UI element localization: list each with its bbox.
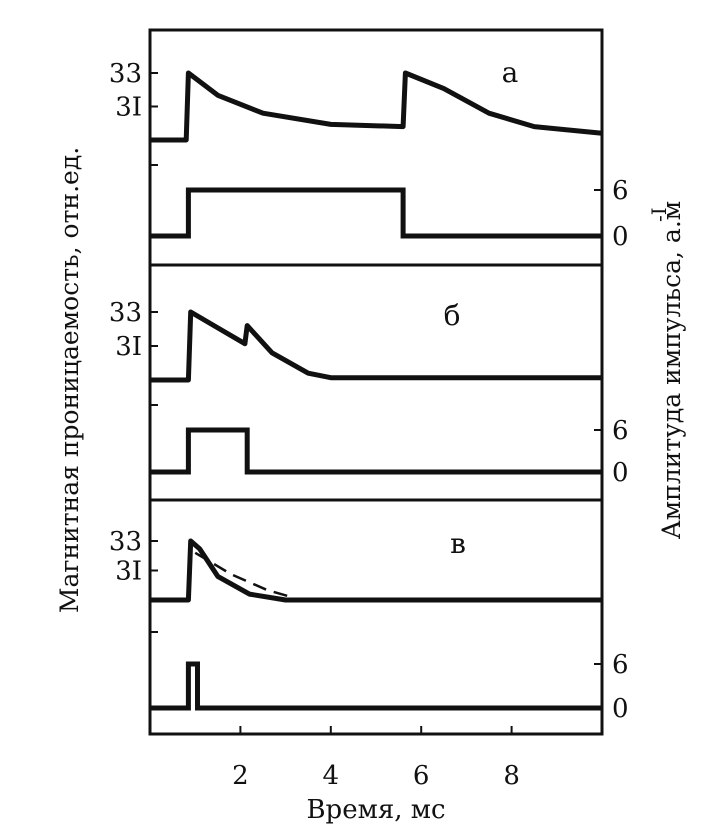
- permeability-dashed-line: [194, 551, 295, 600]
- panel-label: в: [450, 527, 466, 560]
- panel-label: а: [502, 56, 519, 89]
- y-axis-label-right-group: Амплитуда импульса, а.м -I: [647, 201, 686, 539]
- x-tick-label: 2: [232, 761, 249, 791]
- plot-frame: [148, 28, 604, 736]
- right-tick-label: 0: [612, 458, 629, 488]
- x-axis: 2 4 6 8 Время, мс: [232, 726, 520, 825]
- y-axis-label-right-superscript: -I: [647, 207, 671, 222]
- x-axis-label: Время, мс: [306, 795, 445, 825]
- pulse-series-line: [150, 661, 602, 711]
- panel-2: 33 3I 6 0 б: [109, 298, 629, 488]
- plot-border: [148, 28, 604, 736]
- permeability-series-line: [150, 70, 603, 143]
- right-tick-label: 0: [612, 222, 629, 252]
- permeability-series-line: [150, 538, 602, 603]
- x-tick-label: 8: [503, 761, 520, 791]
- x-tick-label: 6: [413, 761, 430, 791]
- y-axis-label-right: Амплитуда импульса, а.м: [657, 201, 686, 539]
- right-tick-label: 0: [612, 694, 629, 724]
- pulse-series-line: [150, 427, 602, 475]
- left-tick-label: 3I: [115, 332, 142, 362]
- x-tick-label: 4: [323, 761, 340, 791]
- y-axis-label-left: Магнитная проницаемость, отн.ед.: [55, 147, 84, 613]
- pulse-series-line: [150, 187, 602, 239]
- left-tick-label: 3I: [115, 557, 142, 587]
- right-tick-label: 6: [612, 176, 629, 206]
- right-tick-label: 6: [612, 416, 629, 446]
- right-tick-label: 6: [612, 650, 629, 680]
- x-ticks: 2 4 6 8: [232, 726, 520, 791]
- panel-label: б: [444, 299, 461, 332]
- panel-1: 33 3I 6 0 а: [109, 56, 629, 252]
- permeability-series-line: [150, 309, 602, 383]
- left-tick-label: 33: [109, 59, 142, 89]
- left-tick-label: 3I: [115, 93, 142, 123]
- left-tick-label: 33: [109, 298, 142, 328]
- left-tick-label: 33: [109, 527, 142, 557]
